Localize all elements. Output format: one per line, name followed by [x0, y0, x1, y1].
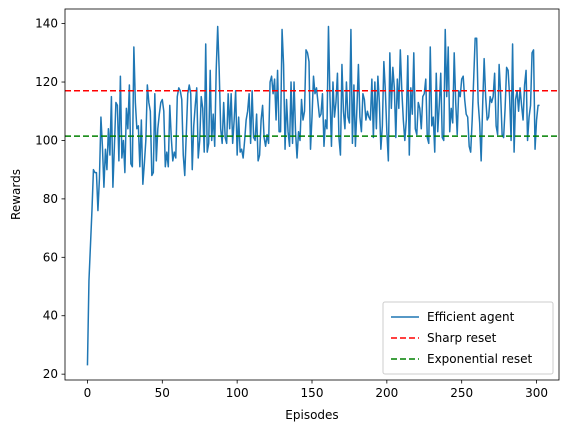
x-axis-ticks: 0 50 100 150 200 250 300 [84, 380, 548, 400]
legend-label-exponential-reset: Exponential reset [427, 352, 532, 366]
y-tick-label: 60 [43, 250, 58, 264]
y-tick-label: 120 [35, 75, 58, 89]
x-tick-label: 300 [525, 386, 548, 400]
y-tick-label: 40 [43, 309, 58, 323]
legend-box [382, 301, 554, 375]
y-tick-label: 80 [43, 192, 58, 206]
x-tick-label: 100 [226, 386, 249, 400]
y-axis-ticks: 20 40 60 80 100 120 140 [35, 17, 65, 381]
x-tick-label: 250 [450, 386, 473, 400]
legend-label-efficient-agent: Efficient agent [427, 310, 515, 324]
x-tick-label: 200 [375, 386, 398, 400]
y-tick-label: 140 [35, 17, 58, 31]
x-tick-label: 150 [301, 386, 324, 400]
x-axis-label: Episodes [285, 408, 338, 422]
y-tick-label: 100 [35, 133, 58, 147]
x-tick-label: 0 [84, 386, 92, 400]
legend-label-sharp-reset: Sharp reset [427, 331, 497, 345]
y-axis-label: Rewards [9, 169, 23, 220]
x-tick-label: 50 [155, 386, 170, 400]
legend: Efficient agent Sharp reset Exponential … [382, 301, 554, 375]
series-line-efficient-agent [86, 25, 540, 366]
series-layer [65, 25, 559, 366]
y-tick-label: 20 [43, 367, 58, 381]
